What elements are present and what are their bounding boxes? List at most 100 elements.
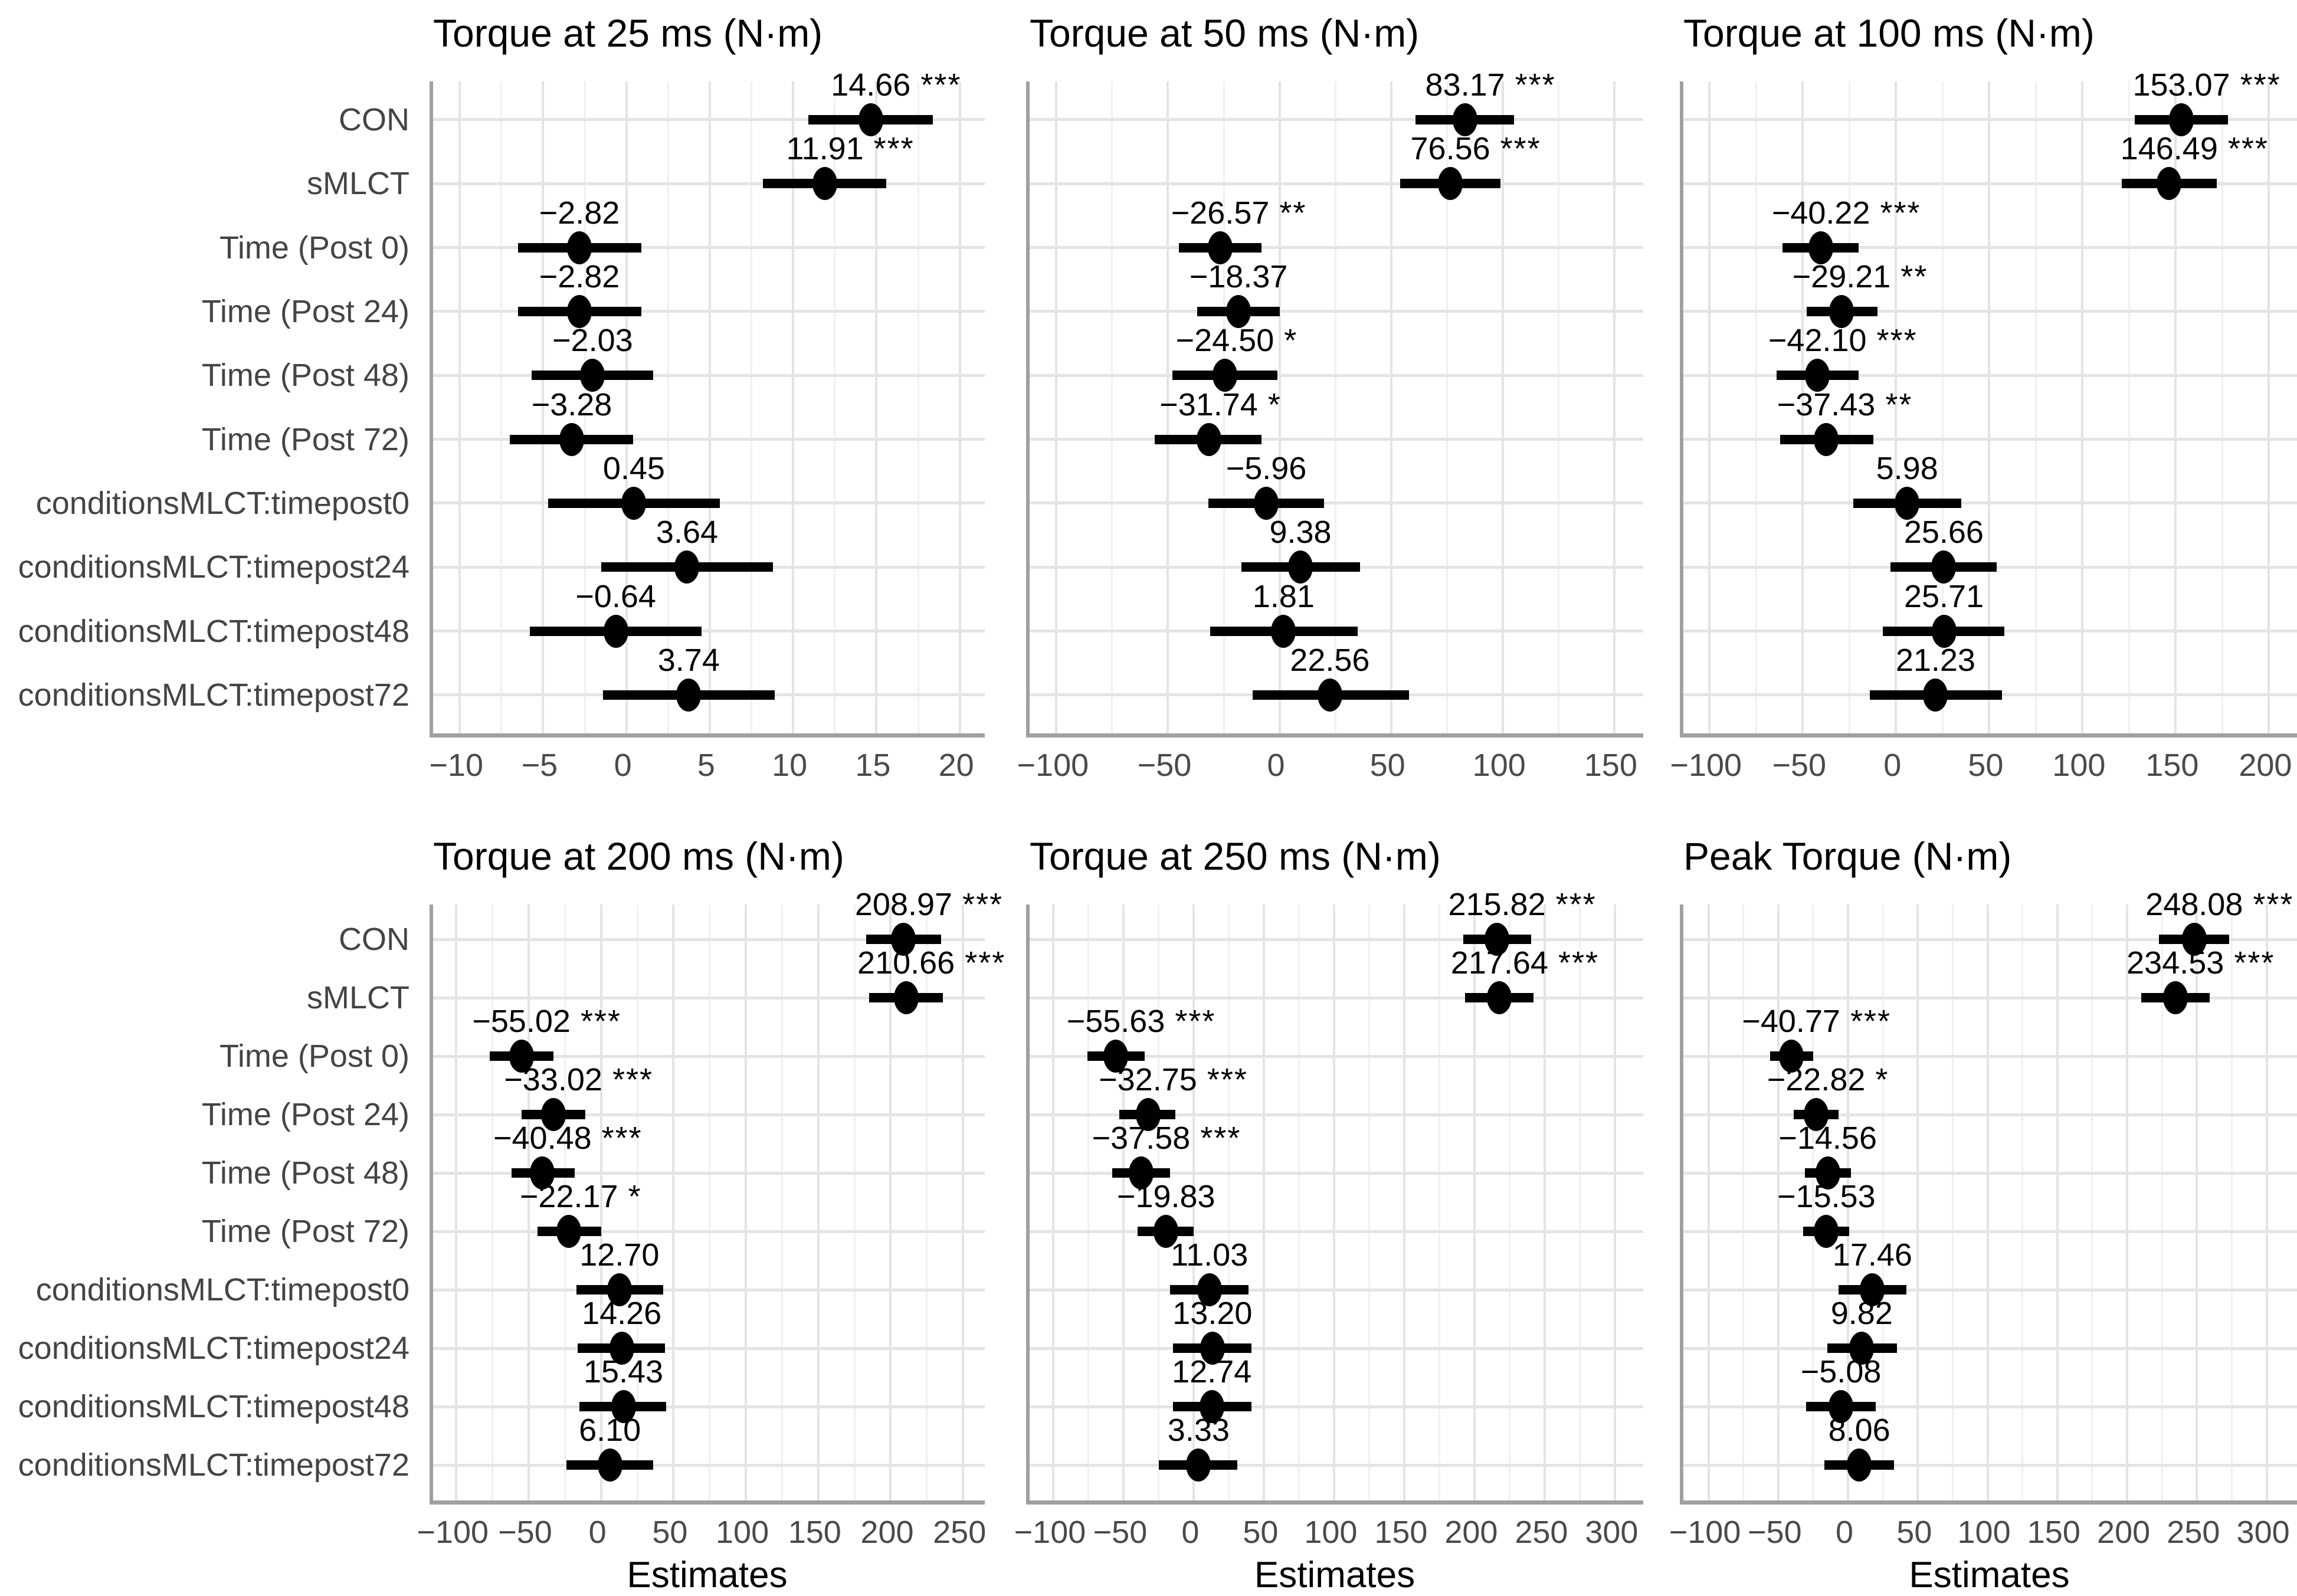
gridline-minor xyxy=(2128,81,2130,733)
estimate-label: 3.33 xyxy=(1168,1412,1230,1448)
estimate-label: 25.66 xyxy=(1904,514,1984,550)
gridline-major xyxy=(1052,904,1055,1500)
estimate-label: −32.75 *** xyxy=(1099,1061,1248,1098)
estimate-label: −29.21 ** xyxy=(1793,258,1928,295)
y-axis-label: Time (Post 0) xyxy=(219,1038,409,1074)
estimate-point xyxy=(1186,1448,1211,1482)
significance-stars: *** xyxy=(602,1062,653,1098)
estimate-label: −42.10 *** xyxy=(1768,322,1918,359)
gridline-minor xyxy=(1223,81,1225,733)
estimate-label: 76.56 *** xyxy=(1411,130,1541,167)
gridline-major xyxy=(1055,81,1058,733)
significance-stars: * xyxy=(618,1179,642,1215)
estimate-point xyxy=(2162,981,2188,1015)
estimate-point xyxy=(1254,486,1279,520)
gridline-category xyxy=(1030,1405,1643,1408)
x-axis: −10 −5 0 5 10 15 20 xyxy=(429,738,985,783)
estimate-value: 22.56 xyxy=(1290,642,1370,678)
gridline-category xyxy=(1030,1171,1643,1175)
x-tick-label: 100 xyxy=(1957,1514,2011,1550)
estimate-value: 1.81 xyxy=(1252,578,1315,614)
estimate-label: −15.53 xyxy=(1777,1178,1876,1215)
estimate-point xyxy=(580,359,605,392)
estimate-point xyxy=(812,167,838,201)
estimate-point xyxy=(1135,1098,1161,1132)
estimate-label: 248.08 *** xyxy=(2145,886,2293,923)
gridline-category xyxy=(433,630,985,633)
estimate-value: 3.74 xyxy=(657,642,720,678)
significance-stars: *** xyxy=(1866,323,1918,359)
estimate-label: 1.81 xyxy=(1253,578,1315,615)
gridline-major xyxy=(1614,904,1617,1500)
estimate-point xyxy=(1829,294,1854,328)
estimate-label: 14.26 xyxy=(582,1295,661,1332)
panel-title: Torque at 100 ms (N·m) xyxy=(1683,11,2095,55)
gridline-major xyxy=(889,904,892,1500)
gridline-minor xyxy=(1298,904,1300,1500)
plot-stack: Torque at 50 ms (N·m) 83.17 *** 76.56 ***… xyxy=(1017,0,1643,783)
estimate-label: −31.74 * xyxy=(1159,386,1282,423)
x-tick-label: −100 xyxy=(1669,1514,1741,1550)
significance-stars: *** xyxy=(1490,131,1541,167)
gridline-minor xyxy=(1755,81,1757,733)
gridline-category xyxy=(1683,1171,2297,1175)
x-tick-label: 50 xyxy=(652,1514,688,1550)
x-axis-title: Estimates xyxy=(1909,1554,2070,1595)
significance-stars: *** xyxy=(1165,1004,1216,1040)
estimate-label: −0.64 xyxy=(575,578,656,615)
y-axis-label: conditionsMLCT:timepost0 xyxy=(35,485,409,521)
estimate-value: 12.74 xyxy=(1172,1354,1252,1390)
panel-title: Peak Torque (N·m) xyxy=(1683,834,2012,878)
x-tick-label: −100 xyxy=(417,1514,489,1550)
x-tick-label: −100 xyxy=(1017,747,1089,783)
estimate-label: −37.43 ** xyxy=(1777,386,1913,423)
significance-stars: *** xyxy=(1870,195,1921,231)
x-tick-label: 200 xyxy=(2097,1514,2151,1550)
significance-stars: *** xyxy=(570,1004,621,1040)
estimate-value: 234.53 xyxy=(2126,945,2224,981)
estimate-value: −24.50 xyxy=(1175,323,1274,359)
gridline-minor xyxy=(1158,904,1160,1500)
significance-stars: * xyxy=(1257,386,1282,422)
gridline-major xyxy=(708,81,711,733)
x-tick-label: 5 xyxy=(697,747,715,783)
gridline-minor xyxy=(1882,904,1884,1500)
gridline-major xyxy=(2265,904,2268,1500)
gridline-category xyxy=(433,1171,985,1175)
plot-area: 153.07 *** 146.49 *** −40.22 *** −29.21 ** −… xyxy=(1680,67,2297,738)
estimate-value: −32.75 xyxy=(1099,1062,1197,1098)
gridline-category xyxy=(1683,438,2297,441)
x-axis: −100 −50 0 50 100 150 200 250 xyxy=(417,1505,986,1550)
estimate-label: −40.22 *** xyxy=(1772,195,1921,231)
gridline-minor xyxy=(2221,81,2223,733)
significance-stars: * xyxy=(1274,323,1298,359)
gridline-major xyxy=(2267,81,2270,733)
x-tick-label: 100 xyxy=(716,1514,769,1550)
x-tick-label: −10 xyxy=(429,747,483,783)
gridline-minor xyxy=(2021,904,2024,1500)
estimate-value: −37.58 xyxy=(1092,1120,1191,1156)
x-tick-label: 100 xyxy=(2052,747,2106,783)
significance-stars: *** xyxy=(2230,67,2281,103)
panel-body: CON sMLCT Time (Post 0) Time (Post 24) Time … xyxy=(0,0,985,783)
x-tick-label: 50 xyxy=(1369,747,1405,783)
estimate-point xyxy=(1154,1215,1179,1248)
gridline-minor xyxy=(2034,81,2037,733)
estimate-value: −22.82 xyxy=(1767,1062,1866,1098)
panel-body: Torque at 250 ms (N·m) 215.82 *** 217.64 … xyxy=(1014,797,1643,1596)
estimate-point xyxy=(609,1332,634,1365)
panel-title: Torque at 50 ms (N·m) xyxy=(1030,11,1420,55)
gridline-major xyxy=(1986,904,1989,1500)
gridline-category xyxy=(433,996,985,999)
gridline-major xyxy=(1390,81,1392,733)
estimate-value: 5.98 xyxy=(1876,450,1938,486)
estimate-label: 21.23 xyxy=(1896,642,1975,679)
estimate-value: −40.48 xyxy=(493,1120,592,1156)
gridline-minor xyxy=(1334,81,1336,733)
estimate-label: 22.56 xyxy=(1290,642,1369,679)
gridline-category xyxy=(1030,1113,1643,1116)
gridline-category xyxy=(1683,1113,2297,1116)
gridline-minor xyxy=(500,81,503,733)
significance-stars: *** xyxy=(1505,67,1556,103)
estimate-value: −14.56 xyxy=(1778,1120,1877,1156)
